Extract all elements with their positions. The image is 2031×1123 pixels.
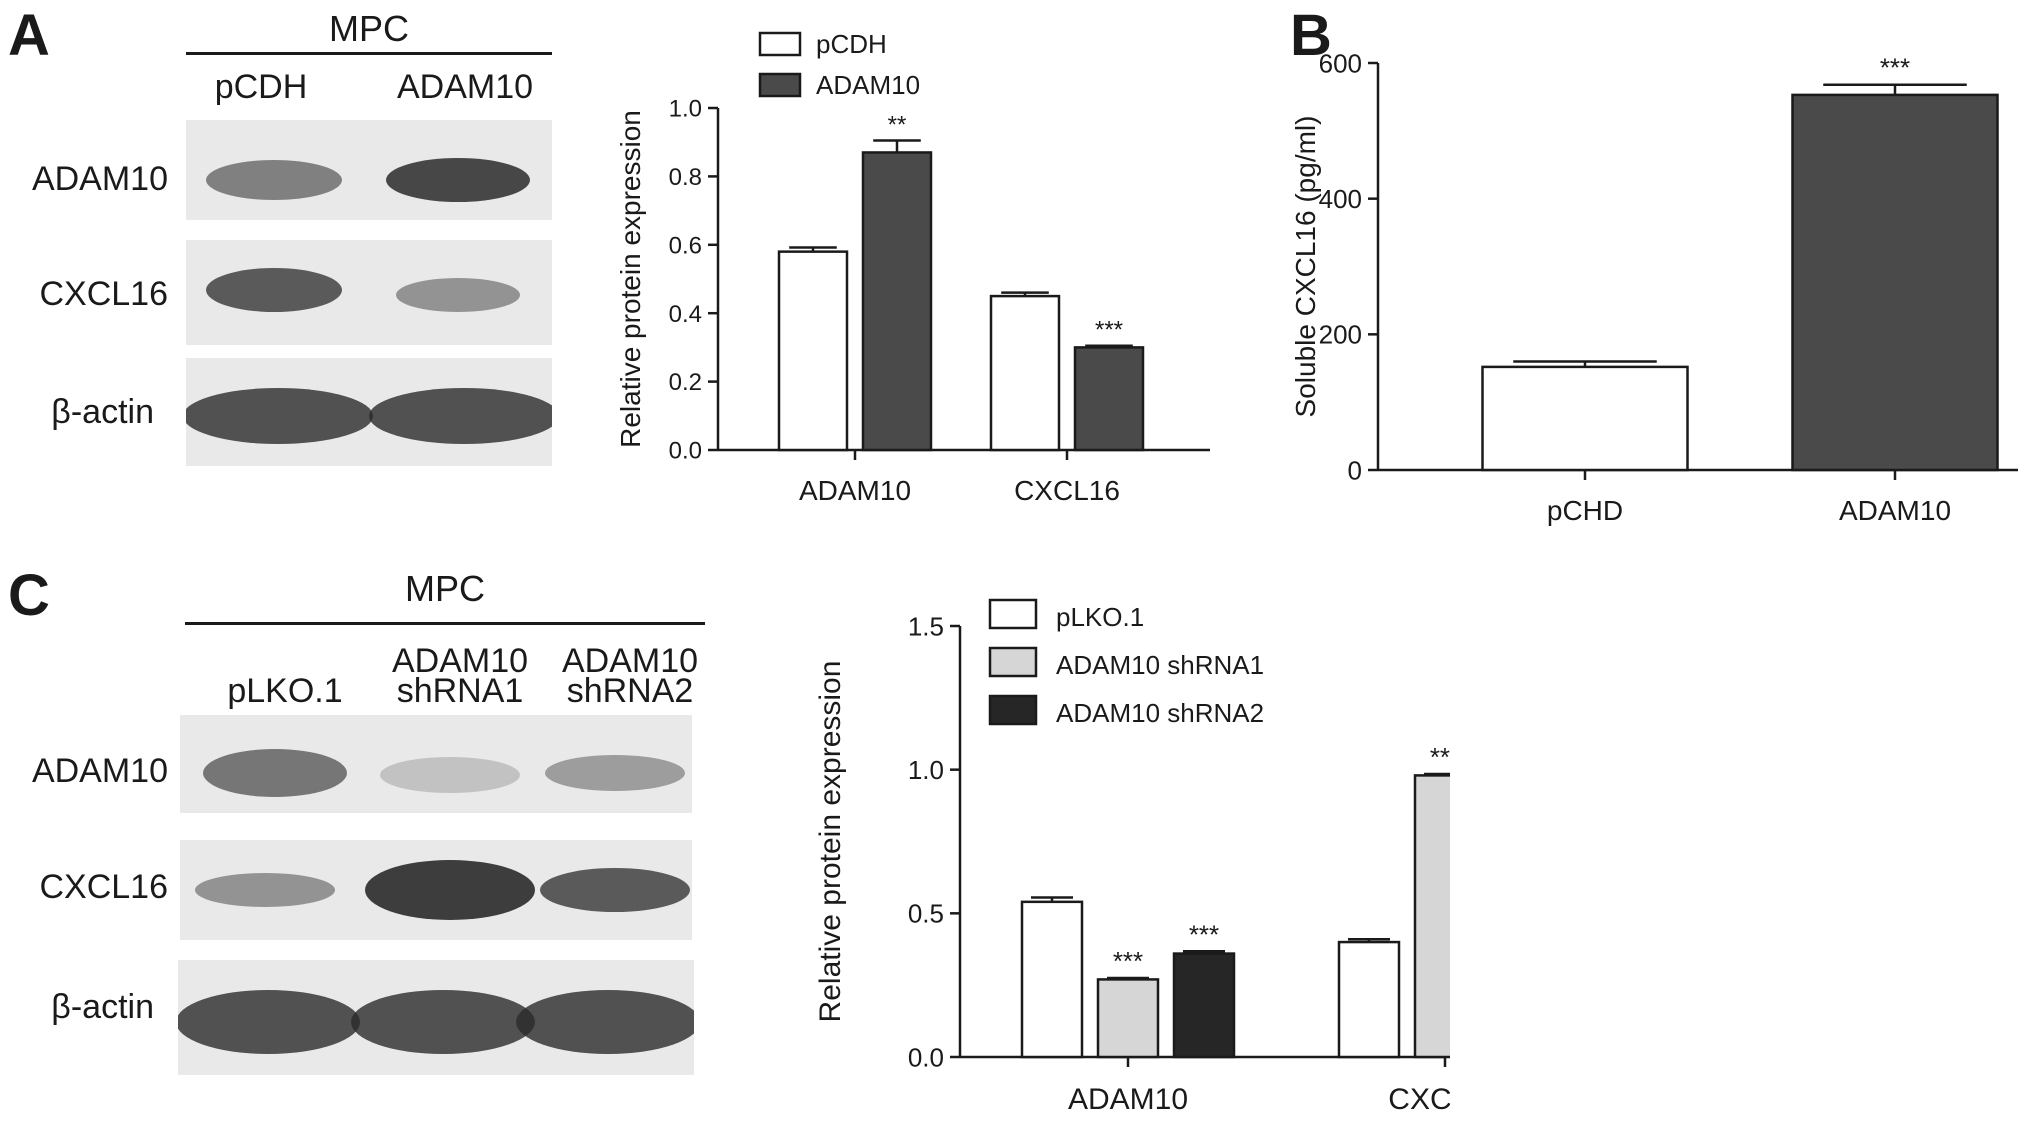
y-tick-label: 200: [1319, 320, 1362, 350]
y-tick-label: 400: [1319, 184, 1362, 214]
legend-swatch: [988, 646, 1038, 678]
y-tick-label: 0.8: [669, 164, 702, 191]
significance-label: ***: [1095, 317, 1123, 344]
blot-c-title-rule: [185, 622, 705, 625]
blot-c-band: [365, 860, 535, 920]
legend-swatch: [758, 31, 802, 57]
bar: [989, 294, 1061, 452]
y-tick-label: 0: [1348, 455, 1362, 485]
blot-a-column-pcdh: pCDH: [214, 68, 308, 106]
panel-letter-c: C: [8, 563, 50, 628]
chart-a: 0.0 0.2 0.4 0.6 0.8 1.0 Relative protein expre…: [615, 29, 1210, 506]
blot-a-column-adam10: ADAM10: [396, 68, 534, 106]
y-axis-label: Relative protein expression: [615, 110, 646, 448]
panel-letter-b: B: [1290, 3, 1332, 68]
x-tick-label: ADAM10: [1839, 495, 1951, 526]
y-axis-label: Relative protein expression: [814, 661, 847, 1023]
blot-c-column-shrna1-line2: shRNA1: [396, 672, 524, 710]
blot-c-column-shrna2-line1: ADAM10: [561, 642, 699, 680]
legend-label: ADAM10 shRNA2: [1056, 698, 1264, 728]
bar: [1172, 952, 1236, 1059]
blot-a-row-cxcl16: CXCL16: [39, 275, 168, 313]
blot-c-band: [203, 749, 347, 797]
legend-swatch: [988, 598, 1038, 630]
significance-label: ***: [1113, 946, 1143, 976]
y-tick-label: 1.5: [908, 611, 944, 641]
bar: [1413, 774, 1450, 1059]
blot-c-column-plko-line1: pLKO.1: [227, 672, 343, 710]
legend-swatch: [758, 72, 802, 98]
blot-a-band: [396, 278, 520, 312]
blot-c-row-adam10: ADAM10: [31, 752, 168, 790]
y-tick-label: 0.0: [908, 1042, 944, 1072]
legend-label: ADAM10 shRNA1: [1056, 650, 1264, 680]
blot-c-column-shrna1-line1: ADAM10: [391, 642, 529, 680]
bar: [1791, 93, 1999, 472]
significance-label: **: [888, 111, 907, 138]
y-tick-label: 0.6: [669, 232, 702, 259]
blot-c-column-shrna2-line2: shRNA2: [566, 672, 694, 710]
chart-b: 0 200 400 600 Soluble CXCL16 (pg/ml) pCHD ADAM…: [1290, 48, 2018, 526]
legend-label: ADAM10: [816, 70, 920, 100]
panel-letter-a: A: [8, 3, 50, 68]
blot-c-row-beta-actin: β-actin: [51, 988, 154, 1026]
blot-c-band: [351, 990, 535, 1054]
blot-a-title: MPC: [329, 8, 409, 49]
blot-c-strip-adam10: [180, 715, 692, 813]
bar: [1073, 346, 1145, 452]
bar: [777, 250, 849, 452]
blot-a-band: [206, 160, 342, 200]
blot-c-strip-beta-actin: [178, 960, 694, 1075]
chart-c: 0.0 0.5 1.0 1.5 Relative protein expression A…: [814, 598, 1450, 1116]
y-axis-label: Soluble CXCL16 (pg/ml): [1290, 116, 1321, 418]
significance-label: ***: [1430, 742, 1450, 772]
y-tick-label: 0.4: [669, 301, 702, 328]
blot-a-strip-cxcl16: [186, 240, 552, 345]
blot-a-strip-adam10: [186, 120, 552, 220]
significance-label: ***: [1880, 53, 1910, 83]
blot-c-strip-cxcl16: [180, 840, 692, 940]
bar: [1337, 940, 1401, 1059]
blot-c-column-shrna2: ADAM10 shRNA2: [540, 642, 720, 710]
blot-c-row-cxcl16: CXCL16: [39, 868, 168, 906]
bar: [1096, 978, 1160, 1059]
y-tick-label: 600: [1319, 48, 1362, 78]
blot-c-title: MPC: [405, 568, 485, 609]
x-tick-label: ADAM10: [799, 475, 911, 506]
blot-c-band: [178, 990, 360, 1054]
bar: [861, 151, 933, 452]
x-tick-label: CXCL16: [1014, 475, 1120, 506]
legend-label: pCDH: [816, 29, 887, 59]
x-tick-label: CXCL16: [1388, 1083, 1450, 1116]
y-tick-label: 0.0: [669, 438, 702, 465]
blot-a-band: [206, 268, 342, 312]
blot-c-column-shrna1: ADAM10 shRNA1: [370, 642, 550, 710]
blot-c-band: [380, 757, 520, 793]
y-tick-label: 0.5: [908, 899, 944, 929]
blot-c-band: [195, 873, 335, 907]
blot-c-band: [540, 868, 690, 912]
blot-a-row-beta-actin: β-actin: [51, 393, 154, 431]
y-tick-label: 0.2: [669, 369, 702, 396]
blot-a-row-adam10: ADAM10: [31, 160, 168, 198]
y-tick-label: 1.0: [669, 96, 702, 123]
blot-a-band: [186, 388, 373, 444]
blot-c-band: [545, 755, 685, 791]
blot-c-column-plko: pLKO.1: [195, 672, 375, 710]
blot-a-band: [369, 388, 552, 444]
blot-c-band: [516, 990, 694, 1054]
x-tick-label: ADAM10: [1068, 1083, 1188, 1116]
legend-label: pLKO.1: [1056, 602, 1144, 632]
bar: [1020, 900, 1084, 1059]
blot-a-band: [386, 158, 530, 202]
x-tick-label: pCHD: [1547, 495, 1623, 526]
legend-swatch: [988, 694, 1038, 726]
significance-label: ***: [1189, 919, 1219, 949]
blot-a-title-rule: [186, 52, 552, 55]
bar: [1481, 365, 1689, 472]
blot-a-strip-beta-actin: [186, 358, 552, 466]
y-tick-label: 1.0: [908, 755, 944, 785]
